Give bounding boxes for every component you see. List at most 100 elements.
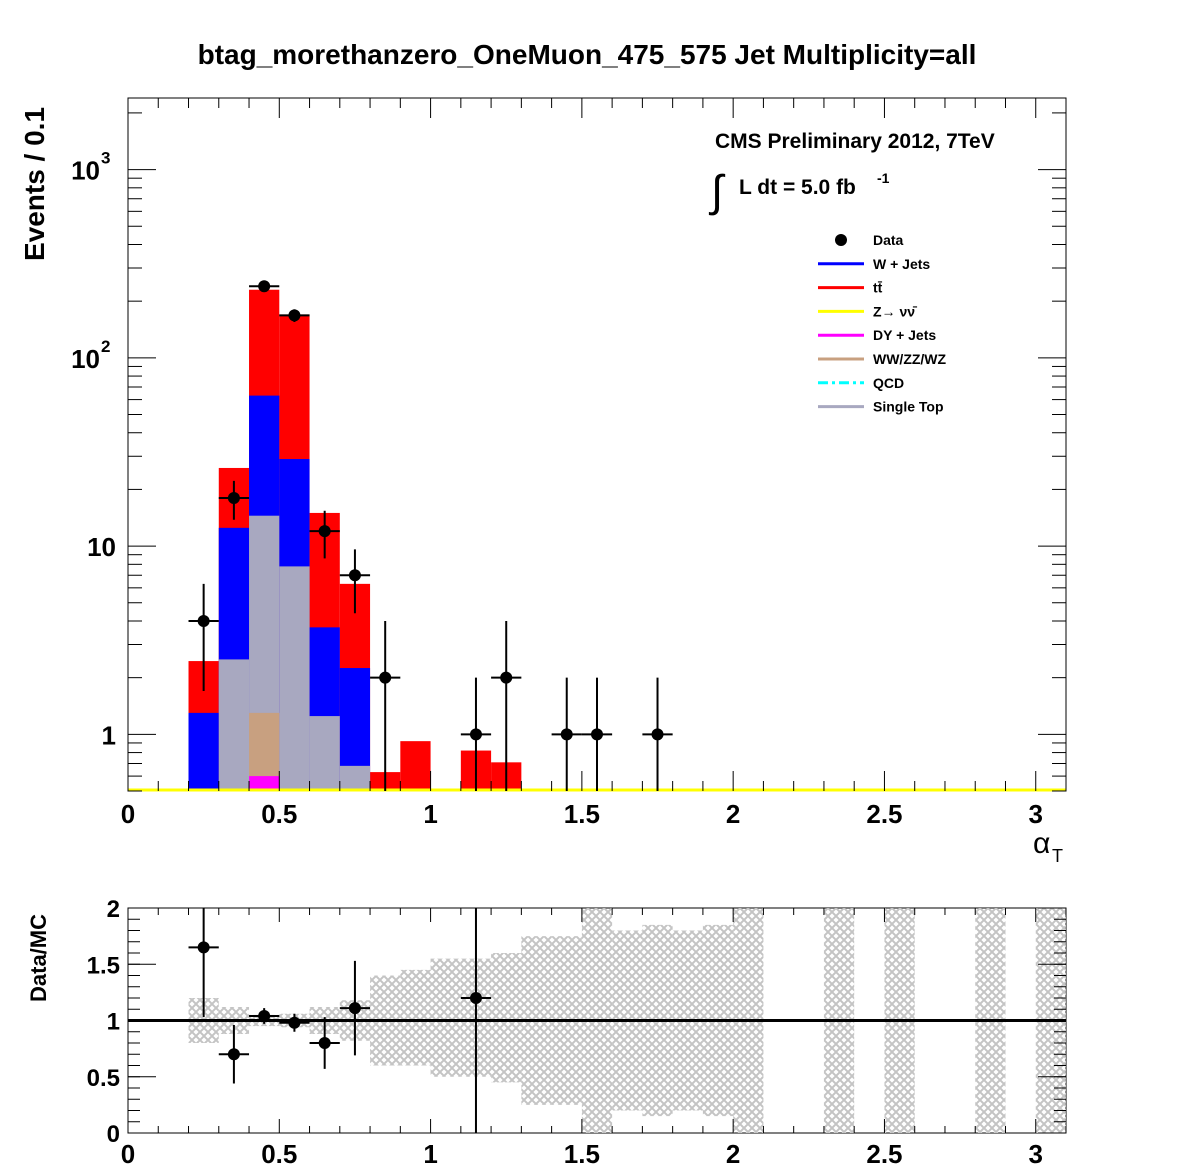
legend-entry: DY + Jets (818, 327, 936, 343)
legend-entry: W + Jets (818, 256, 930, 272)
y-tick-label: 1 (102, 720, 116, 750)
data-marker (227, 492, 240, 505)
ratio-marker (318, 1037, 331, 1049)
data-point (460, 677, 492, 791)
data-point (339, 549, 371, 614)
data-point (249, 280, 280, 293)
data-point (370, 620, 401, 791)
lumi-text: L dt = 5.0 fb (739, 176, 856, 199)
ratio-x-tick-label: 1.5 (564, 1139, 600, 1169)
x-tick-label: 2 (726, 799, 740, 829)
band-segment (430, 958, 461, 1077)
ratio-points (188, 908, 492, 1133)
legend-entry: Single Top (818, 399, 944, 415)
legend-entry: WW/ZZ/WZ (818, 351, 947, 367)
ratio-point (249, 1008, 280, 1024)
ratio-point (279, 1013, 310, 1032)
ratio-marker (258, 1010, 271, 1022)
x-axis-label: α T (1033, 827, 1063, 866)
data-marker (348, 569, 361, 582)
ratio-y-tick-label: 2 (107, 896, 120, 923)
ratio-y-tick-label: 1.5 (87, 952, 120, 979)
legend-label: Z→ νν̄ (873, 303, 918, 319)
y-tick-base: 10 (87, 532, 116, 562)
x-tick-label: 0.5 (261, 799, 297, 829)
data-point (491, 620, 522, 791)
legend-label: W + Jets (873, 256, 930, 272)
y-tick-base: 10 (71, 344, 100, 374)
ratio-x-tick-label: 1 (423, 1139, 437, 1169)
data-points (188, 280, 673, 791)
ratio-plot: 0 0.5 1 1.5 2 2.5 3 0 0.5 1 1.5 2 Data/MC (26, 896, 1067, 1169)
ratio-marker (288, 1016, 301, 1029)
ratio-marker (197, 941, 210, 954)
lumi-label: ∫ L dt = 5.0 fb -1 (708, 167, 890, 216)
band-segment (491, 953, 522, 1083)
ratio-y-tick-label: 1 (107, 1009, 120, 1036)
data-point (309, 510, 340, 559)
y-tick-exp: 3 (101, 149, 110, 168)
ratio-x-tick-label: 3 (1029, 1139, 1043, 1169)
legend-label: Single Top (873, 399, 944, 415)
stack-bar (279, 566, 310, 791)
ratio-point (188, 908, 219, 1018)
y-tick-base: 1 (102, 720, 116, 750)
legend-label: QCD (873, 375, 904, 391)
data-point (581, 677, 613, 791)
data-marker (318, 525, 331, 538)
y-tick-label: 10 (87, 532, 116, 562)
ratio-y-tick-label: 0.5 (87, 1065, 120, 1092)
ratio-x-tick-label: 2.5 (866, 1139, 902, 1169)
lumi-exponent: -1 (877, 170, 890, 186)
stack-bar (309, 716, 340, 791)
y-tick-base: 10 (71, 156, 100, 186)
x-tick-label: 2.5 (866, 799, 902, 829)
x-tick-label: 3 (1029, 799, 1043, 829)
data-marker (258, 280, 271, 293)
legend-entry: Data (835, 232, 904, 248)
data-point (551, 677, 582, 791)
y-axis-label: Events / 0.1 (19, 107, 50, 261)
y-tick-label: 10 3 (71, 149, 110, 186)
legend-label: WW/ZZ/WZ (873, 351, 947, 367)
data-point (279, 309, 310, 322)
ratio-point (339, 960, 371, 1056)
data-marker (651, 728, 664, 741)
legend-entry: Z→ νν̄ (818, 303, 918, 319)
x-axis-label-alpha: α (1033, 827, 1050, 860)
x-tick-label: 1.5 (564, 799, 600, 829)
legend-entry: QCD (818, 375, 904, 391)
ratio-marker (348, 1002, 361, 1015)
data-marker (591, 728, 603, 741)
ratio-marker (227, 1048, 240, 1061)
data-marker (288, 309, 301, 322)
legend-label: tt̄ (873, 279, 883, 295)
data-marker (379, 671, 392, 684)
y-tick-exp: 2 (101, 337, 110, 356)
ratio-y-tick-label: 0 (107, 1121, 120, 1148)
legend: Data W + Jets tt̄ Z→ νν̄ DY + Jets WW/ZZ/WZ QC… (818, 232, 947, 415)
cms-label: CMS Preliminary 2012, 7TeV (715, 130, 995, 153)
mc-uncertainty-band (188, 908, 1066, 1133)
ratio-point (460, 908, 492, 1133)
data-marker (469, 728, 482, 741)
legend-label: Data (873, 232, 904, 248)
overlay-bar (249, 776, 280, 791)
legend-swatch (835, 234, 847, 246)
stack-bar (188, 712, 219, 791)
ratio-point (218, 1025, 250, 1084)
y-tick-label: 10 2 (71, 337, 110, 374)
stack-bar (400, 741, 431, 791)
data-marker (197, 614, 210, 627)
stacked-histogram (128, 289, 1066, 792)
legend-label: DY + Jets (873, 327, 936, 343)
x-tick-label: 1 (423, 799, 437, 829)
integral-symbol: ∫ (708, 167, 726, 216)
stack-bar (339, 765, 371, 791)
ratio-x-tick-label: 2 (726, 1139, 740, 1169)
ratio-marker (469, 992, 482, 1004)
data-point (218, 480, 250, 520)
